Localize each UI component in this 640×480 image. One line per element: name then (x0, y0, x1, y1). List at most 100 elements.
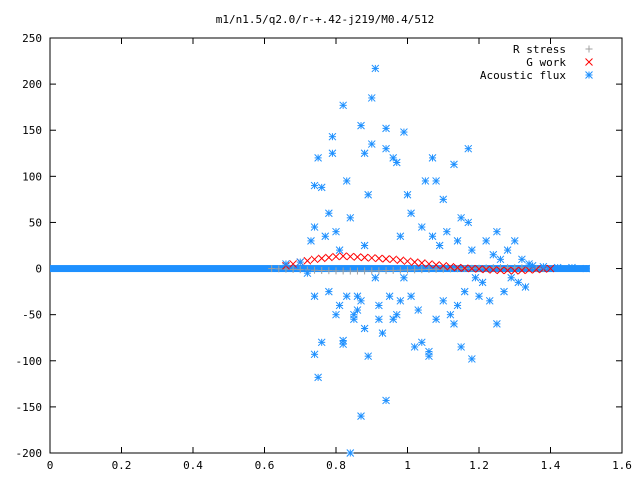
data-point (289, 265, 297, 273)
data-point (328, 132, 337, 141)
y-tick-label: -200 (16, 447, 43, 460)
x-tick-label: 0.2 (112, 459, 132, 472)
data-point (553, 263, 562, 272)
y-tick-label: 250 (22, 32, 42, 45)
data-point (335, 301, 344, 310)
data-point (421, 177, 430, 185)
data-point (453, 301, 462, 310)
data-point (367, 254, 376, 262)
data-point (464, 218, 473, 227)
data-point (425, 265, 433, 273)
data-point (268, 265, 276, 273)
data-point (361, 267, 369, 275)
data-point (425, 260, 433, 268)
data-point (446, 310, 455, 319)
data-point (310, 223, 319, 231)
data-point (450, 320, 458, 328)
data-point (328, 149, 337, 158)
data-point (342, 292, 351, 301)
y-tick-label: -150 (16, 401, 43, 414)
data-point (332, 267, 340, 275)
data-point (528, 261, 537, 270)
data-point (400, 273, 408, 282)
data-point (296, 266, 304, 274)
y-tick-label: 150 (22, 124, 42, 137)
data-point (364, 352, 373, 361)
x-tick-label: 0 (47, 459, 54, 472)
data-point (317, 254, 326, 263)
y-tick-label: 200 (22, 78, 42, 91)
data-point (382, 144, 390, 153)
series-g-work (282, 252, 555, 275)
data-point (353, 306, 362, 314)
legend-marker (585, 58, 593, 66)
data-point (382, 255, 390, 263)
data-point (510, 267, 519, 275)
data-point (353, 267, 361, 275)
data-point (311, 266, 319, 274)
data-point (317, 338, 326, 347)
data-point (310, 292, 319, 301)
y-axis: 250 200 150 100 50 0 -50 -100 -150 -200 (16, 32, 622, 460)
data-point (389, 266, 397, 274)
data-point (318, 266, 326, 274)
data-point (375, 254, 383, 263)
data-point (439, 296, 448, 305)
data-point (296, 258, 305, 266)
data-point (417, 338, 426, 347)
baseline-band-fill (50, 265, 590, 273)
data-point (360, 241, 369, 250)
data-point (439, 261, 448, 270)
legend-label: R stress (513, 43, 566, 56)
data-point (417, 259, 426, 267)
data-point (432, 315, 440, 324)
data-point (392, 158, 401, 167)
x-tick-label: 0.8 (326, 459, 346, 472)
data-point (403, 190, 412, 199)
data-point (289, 260, 297, 268)
data-point (411, 266, 419, 274)
data-point (439, 195, 448, 204)
data-point (332, 227, 340, 236)
data-point (375, 315, 383, 324)
data-point (432, 265, 440, 273)
data-point (432, 261, 440, 269)
data-point (428, 154, 437, 162)
plot-area (50, 64, 591, 457)
data-point (460, 287, 469, 296)
data-point (310, 350, 319, 359)
data-point (518, 266, 526, 275)
data-point (514, 278, 523, 287)
data-point (339, 340, 348, 349)
y-tick-label: 100 (22, 170, 42, 183)
data-point (389, 315, 398, 324)
data-point (539, 262, 548, 271)
data-point (457, 343, 465, 351)
y-tick-label: 0 (35, 263, 42, 276)
data-point (346, 267, 354, 275)
data-point (404, 266, 411, 274)
data-point (507, 273, 516, 282)
data-point (396, 266, 404, 274)
data-point (450, 160, 458, 169)
data-point (350, 310, 358, 319)
y-tick-label: -100 (16, 355, 43, 368)
data-point (489, 266, 498, 274)
data-point (418, 266, 426, 274)
data-point (453, 263, 462, 272)
x-tick-label: 1.6 (612, 459, 632, 472)
data-point (360, 253, 369, 262)
data-point (360, 324, 369, 333)
x-axis: 0 0.2 0.4 0.6 0.8 1 1.2 1.4 1.6 (47, 38, 632, 472)
data-point (485, 296, 494, 305)
plot-frame (49, 37, 623, 454)
data-point (425, 347, 433, 356)
data-point (489, 250, 498, 259)
data-point (582, 264, 591, 273)
data-point (518, 255, 526, 264)
data-point (314, 373, 322, 382)
data-point (303, 269, 312, 278)
data-point (396, 256, 405, 265)
